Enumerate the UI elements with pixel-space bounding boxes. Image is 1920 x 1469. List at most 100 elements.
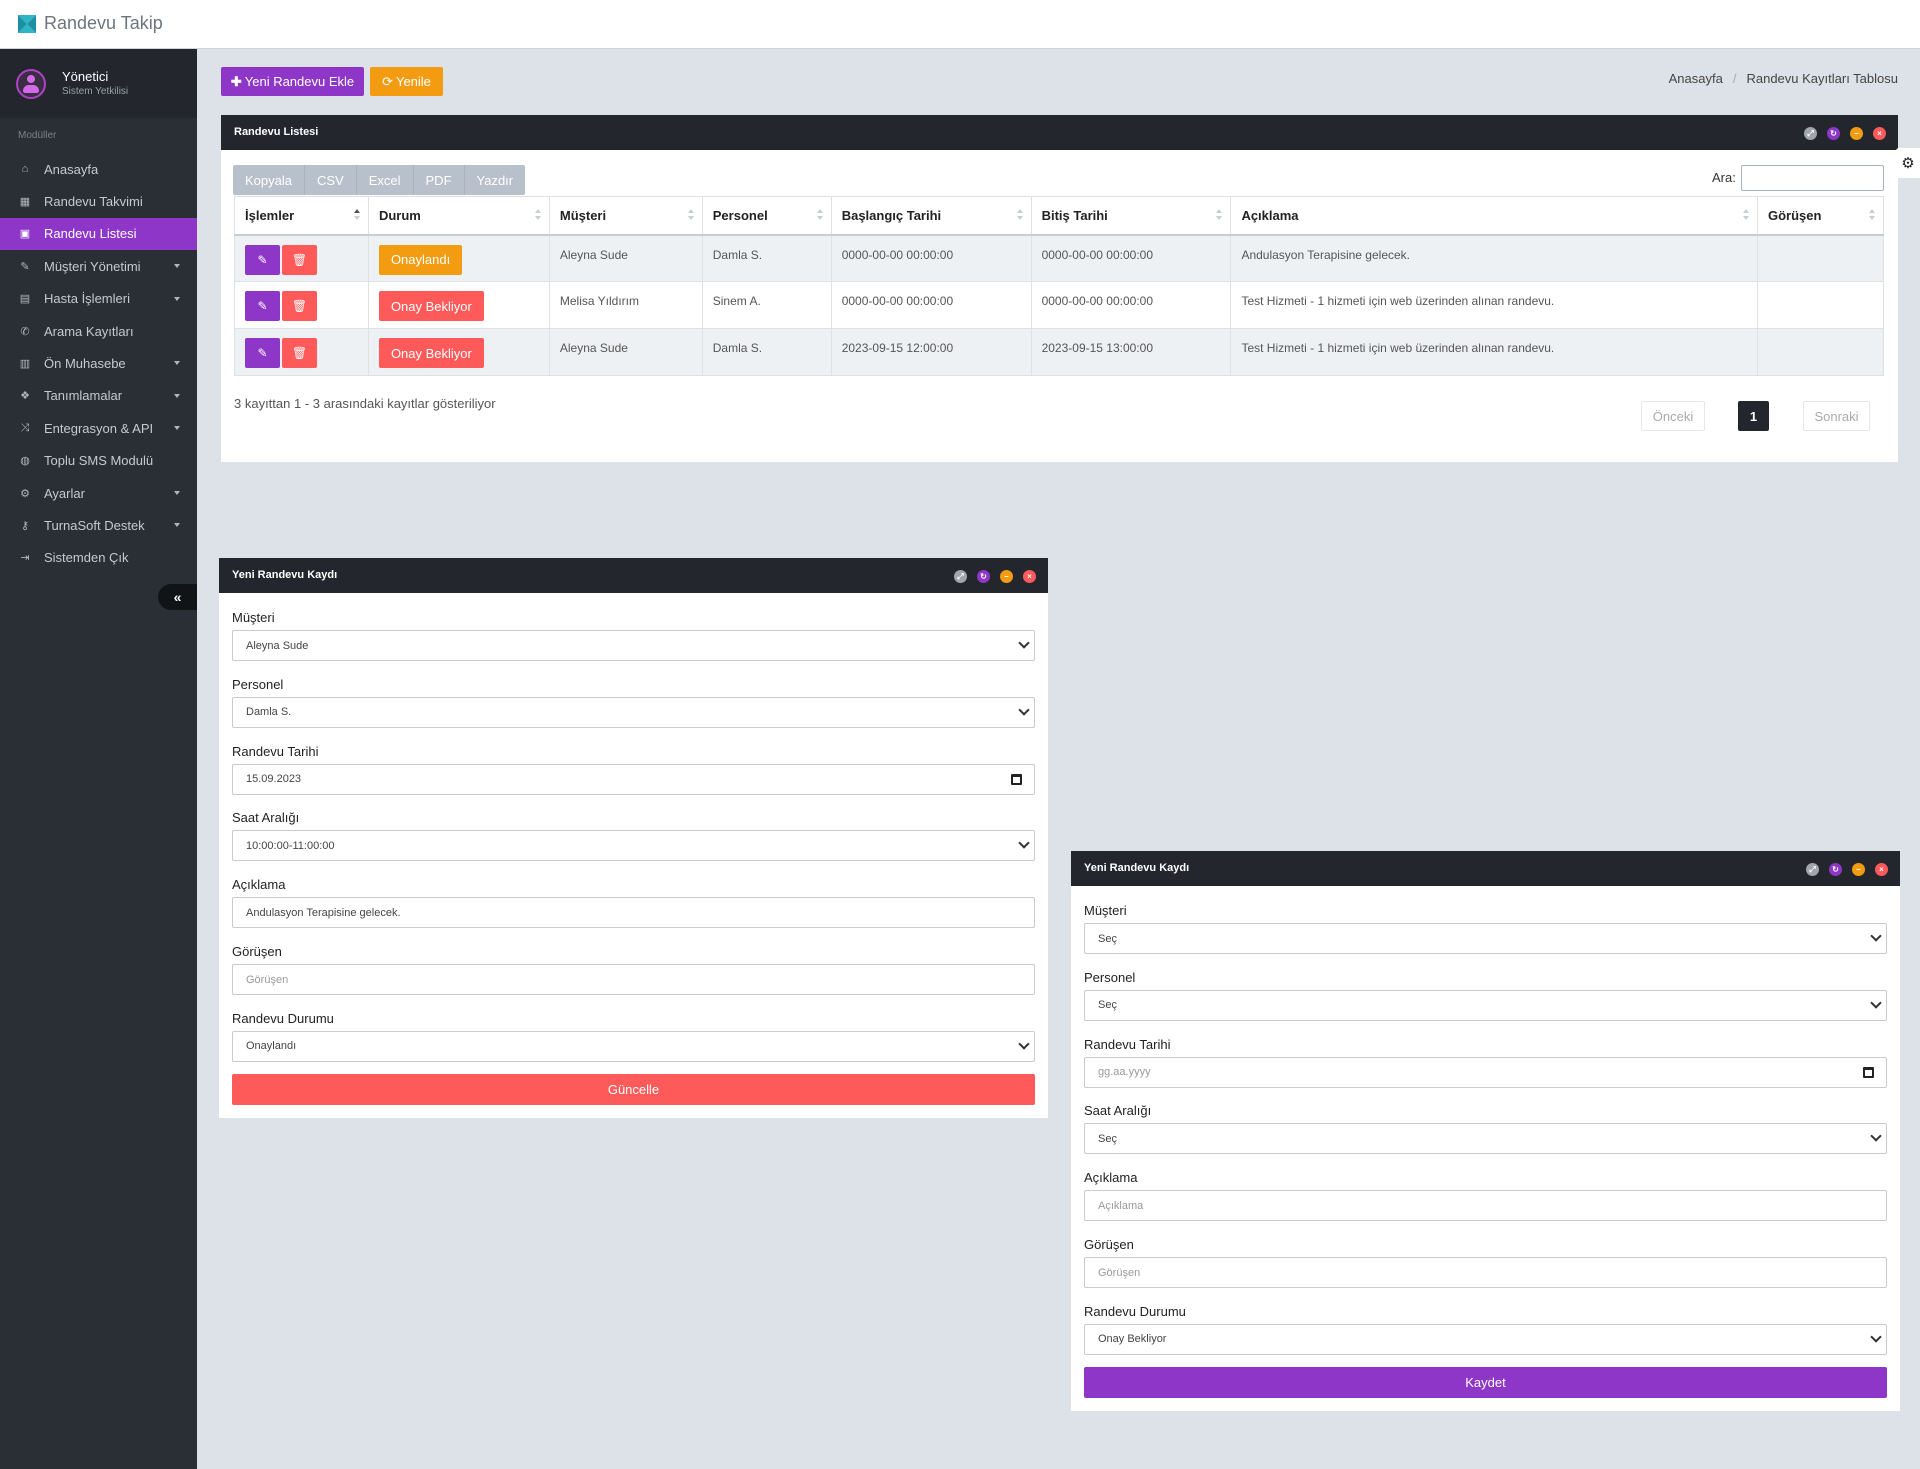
refresh-button[interactable]: ⟳ Yenile [370,67,443,96]
customer-value: Aleyna Sude [246,639,309,652]
column-header[interactable]: İşlemler [234,196,369,236]
column-header[interactable]: Başlangıç Tarihi [830,196,1032,236]
settings-gear-icon[interactable]: ⚙ [1896,148,1920,178]
staff-select[interactable]: Seç [1084,989,1887,1021]
date-value: 15.09.2023 [246,773,302,786]
update-button[interactable]: Güncelle [232,1074,1035,1105]
column-header[interactable]: Açıklama [1230,196,1758,236]
breadcrumb-home[interactable]: Anasayfa [1668,71,1723,86]
pagination-page-1[interactable]: 1 [1738,401,1769,431]
interviewer-input[interactable]: Görüşen [232,964,1035,995]
sidebar-item-4[interactable]: ▤ Hasta İşlemleri [0,283,197,315]
sidebar-item-0[interactable]: ⌂ Anasayfa [0,153,197,185]
calendar-plus-icon: ▣ [19,228,31,241]
close-icon[interactable]: × [1875,863,1888,876]
export-button[interactable]: PDF [413,165,465,195]
cell-end: 2023-09-15 13:00:00 [1030,328,1232,376]
desc-input[interactable]: Açıklama [1084,1190,1887,1222]
close-icon[interactable]: × [1023,570,1036,583]
edit-icon[interactable]: ✎ [245,291,280,321]
date-label: Randevu Tarihi [1084,1036,1171,1052]
new-appointment-button[interactable]: ✚ Yeni Randevu Ekle [221,67,364,96]
customer-select[interactable]: Seç [1084,923,1887,954]
column-header[interactable]: Bitiş Tarihi [1030,196,1232,236]
sidebar-item-9[interactable]: ◍ Toplu SMS Modulü [0,445,197,477]
edit-icon[interactable]: ✎ [245,244,280,275]
export-button[interactable]: Yazdır [464,165,526,195]
search-input[interactable] [1741,165,1884,191]
sidebar-item-5[interactable]: ✆ Arama Kayıtları [0,315,197,347]
sidebar-item-11[interactable]: ⚷ TurnaSoft Destek [0,509,197,541]
edit-icon[interactable]: ✎ [245,338,280,368]
status-select[interactable]: Onaylandı [232,1030,1035,1062]
expand-icon[interactable]: ⤢ [1804,127,1817,140]
save-button[interactable]: Kaydet [1084,1367,1887,1398]
sidebar-item-12[interactable]: ⇥ Sistemden Çık [0,542,197,574]
reload-icon[interactable]: ↻ [1827,127,1840,140]
desc-input[interactable]: Andulasyon Terapisine gelecek. [232,897,1035,929]
column-header[interactable]: Görüşen [1757,196,1884,236]
staff-select[interactable]: Damla S. [232,696,1035,728]
date-value: gg.aa.yyyy [1098,1066,1151,1079]
time-select[interactable]: 10:00:00-11:00:00 [232,830,1035,862]
column-header-label: Açıklama [1241,207,1299,223]
caret-down-icon [174,393,180,398]
status-label: Randevu Durumu [1084,1303,1186,1319]
pagination-next[interactable]: Sonraki [1803,401,1870,431]
phone-icon: ✆ [20,325,30,338]
trash-icon[interactable]: 🗑︎ [282,338,317,368]
column-header[interactable]: Müşteri [548,196,703,236]
customer-select[interactable]: Aleyna Sude [232,630,1035,661]
export-button[interactable]: Excel [356,165,414,195]
status-select[interactable]: Onay Bekliyor [1084,1323,1887,1355]
reload-icon[interactable]: ↻ [1829,863,1842,876]
status-badge[interactable]: Onaylandı [378,244,463,275]
chevron-down-icon [1018,837,1030,850]
interviewer-value: Görüşen [1098,1266,1141,1279]
status-value: Onaylandı [246,1040,297,1053]
close-icon[interactable]: × [1873,127,1886,140]
export-buttons: Kopyala CSV Excel PDF Yazdır [233,165,526,195]
calendar-icon[interactable] [1863,1066,1874,1078]
chevron-down-icon [1018,1038,1030,1050]
sidebar-item-6[interactable]: ▥ Ön Muhasebe [0,347,197,379]
trash-icon[interactable]: 🗑︎ [282,244,317,275]
trash-icon[interactable]: 🗑︎ [282,291,317,321]
export-button[interactable]: CSV [304,165,357,195]
caret-down-icon [174,264,180,269]
minimize-icon[interactable]: – [1852,863,1865,876]
new-appointment-label: Yeni Randevu Ekle [244,74,355,89]
staff-value: Damla S. [246,706,292,719]
sidebar-item-label: Sistemden Çık [44,550,129,566]
date-input[interactable]: gg.aa.yyyy [1084,1056,1887,1088]
sidebar-item-7[interactable]: ❖ Tanımlamalar [0,380,197,412]
pagination-previous[interactable]: Önceki [1641,401,1705,431]
reload-icon[interactable]: ↻ [977,570,990,583]
column-header[interactable]: Personel [701,196,832,236]
time-value: 10:00:00-11:00:00 [246,839,335,852]
minimize-icon[interactable]: – [1000,570,1013,583]
sidebar-item-10[interactable]: ⚙ Ayarlar [0,477,197,509]
panel-title: Randevu Listesi [234,126,319,138]
expand-icon[interactable]: ⤢ [1806,863,1819,876]
expand-icon[interactable]: ⤢ [954,570,967,583]
interviewer-input[interactable]: Görüşen [1084,1257,1887,1288]
date-input[interactable]: 15.09.2023 [232,763,1035,795]
column-header-label: Başlangıç Tarihi [841,207,942,223]
sidebar-item-1[interactable]: ▦ Randevu Takvimi [0,185,197,217]
sidebar-item-3[interactable]: ✎ Müşteri Yönetimi [0,250,197,282]
customer-label: Müşteri [232,610,275,625]
refresh-icon: ⟳ [382,73,393,89]
cell-staff: Damla S. [701,234,832,282]
status-badge[interactable]: Onay Bekliyor [378,338,484,368]
export-button[interactable]: Kopyala [233,165,305,195]
sidebar-item-2[interactable]: ▣ Randevu Listesi [0,217,197,251]
collapse-sidebar-button[interactable]: « [158,584,197,610]
avatar[interactable] [16,69,46,99]
column-header[interactable]: Durum [367,196,550,236]
sidebar-item-8[interactable]: ⤨ Entegrasyon & API [0,412,197,444]
status-badge[interactable]: Onay Bekliyor [378,291,484,321]
time-select[interactable]: Seç [1084,1123,1887,1155]
minimize-icon[interactable]: – [1850,127,1863,140]
calendar-icon[interactable] [1011,773,1022,785]
